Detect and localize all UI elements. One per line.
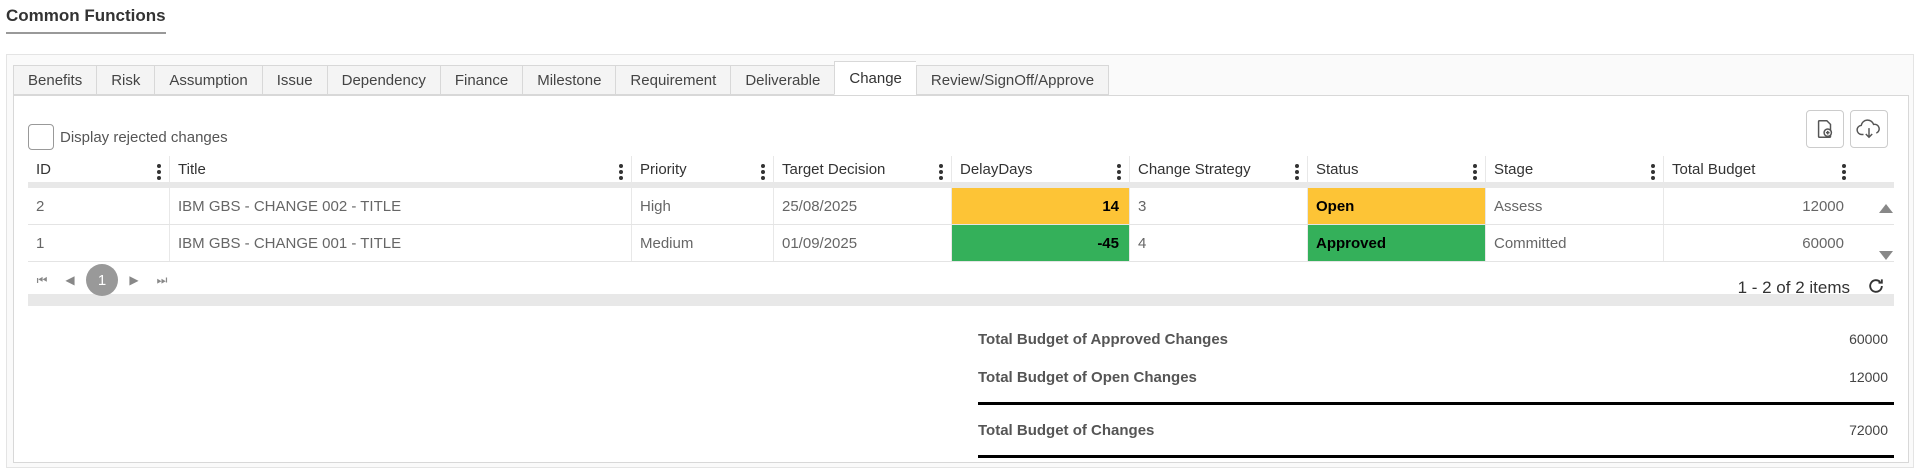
cell-total-budget: 60000 [1802, 234, 1844, 252]
column-menu-icon[interactable] [1842, 164, 1846, 180]
tab-requirement[interactable]: Requirement [615, 65, 731, 95]
scroll-up-icon[interactable] [1879, 204, 1893, 213]
column-header-total-budget[interactable]: Total Budget [1664, 156, 1874, 182]
column-header-target-decision[interactable]: Target Decision [774, 156, 952, 182]
tab-assumption[interactable]: Assumption [154, 65, 262, 95]
cell-change-strategy: 4 [1130, 225, 1308, 261]
cell-title: IBM GBS - CHANGE 002 - TITLE [170, 188, 632, 224]
cell-priority: High [632, 188, 774, 224]
table-row[interactable]: 2 IBM GBS - CHANGE 002 - TITLE High 25/0… [28, 188, 1894, 225]
change-tab-content: Display rejected changes ID Ti [13, 95, 1909, 463]
grid-pager: ⏮ ◀ 1 ▶ ⏭ 1 - 2 of 2 items [28, 264, 1894, 306]
vertical-scrollbar[interactable] [1876, 194, 1894, 268]
tab-deliverable[interactable]: Deliverable [730, 65, 835, 95]
summary-value: 60000 [1849, 331, 1888, 347]
cell-target-decision: 25/08/2025 [774, 188, 952, 224]
scroll-down-icon[interactable] [1879, 251, 1893, 260]
summary-value: 12000 [1849, 369, 1888, 385]
summary-row-open: Total Budget of Open Changes 12000 [978, 358, 1894, 396]
column-menu-icon[interactable] [939, 164, 943, 180]
column-menu-icon[interactable] [1295, 164, 1299, 180]
column-menu-icon[interactable] [761, 164, 765, 180]
summary-row-approved: Total Budget of Approved Changes 60000 [978, 320, 1894, 358]
section-title: Common Functions [6, 6, 166, 34]
summary-divider [978, 402, 1894, 405]
tab-issue[interactable]: Issue [261, 65, 327, 95]
new-change-button[interactable] [1806, 110, 1844, 148]
common-functions-panel: Benefits Risk Assumption Issue Dependenc… [6, 54, 1914, 468]
summary-label: Total Budget of Approved Changes [978, 330, 1228, 348]
tab-risk[interactable]: Risk [96, 65, 155, 95]
column-header-status[interactable]: Status [1308, 156, 1486, 182]
refresh-icon[interactable] [1864, 274, 1888, 298]
page-number-button[interactable]: 1 [86, 264, 118, 296]
cell-stage: Committed [1486, 225, 1664, 261]
summary-divider [978, 455, 1894, 458]
tab-benefits[interactable]: Benefits [13, 65, 97, 95]
new-document-icon [1817, 120, 1833, 138]
budget-summary: Total Budget of Approved Changes 60000 T… [978, 320, 1894, 464]
tab-review-signoff-approve[interactable]: Review/SignOff/Approve [915, 65, 1110, 95]
column-header-title[interactable]: Title [170, 156, 632, 182]
cell-title: IBM GBS - CHANGE 001 - TITLE [170, 225, 632, 261]
cell-status: Approved [1308, 225, 1486, 261]
tab-strip: Benefits Risk Assumption Issue Dependenc… [13, 61, 1110, 95]
column-header-id[interactable]: ID [28, 156, 170, 182]
cloud-download-icon [1856, 119, 1880, 139]
summary-label: Total Budget of Open Changes [978, 368, 1197, 386]
cell-delaydays: 14 [952, 188, 1130, 224]
display-rejected-toggle[interactable]: Display rejected changes [28, 124, 228, 150]
tab-finance[interactable]: Finance [439, 65, 523, 95]
summary-label: Total Budget of Changes [978, 421, 1155, 439]
display-rejected-label: Display rejected changes [60, 128, 228, 146]
summary-row-total: Total Budget of Changes 72000 [978, 411, 1894, 449]
column-header-change-strategy[interactable]: Change Strategy [1130, 156, 1308, 182]
next-page-icon[interactable]: ▶ [129, 273, 139, 287]
column-menu-icon[interactable] [1117, 164, 1121, 180]
last-page-icon[interactable]: ⏭ [156, 272, 168, 287]
tab-milestone[interactable]: Milestone [522, 65, 616, 95]
summary-value: 72000 [1849, 422, 1888, 438]
cell-id: 1 [28, 225, 170, 261]
cell-id: 2 [28, 188, 170, 224]
cell-target-decision: 01/09/2025 [774, 225, 952, 261]
cell-total-budget: 12000 [1802, 197, 1844, 215]
tab-dependency[interactable]: Dependency [326, 65, 440, 95]
cell-stage: Assess [1486, 188, 1664, 224]
download-button[interactable] [1850, 110, 1888, 148]
cell-delaydays: -45 [952, 225, 1130, 261]
column-header-priority[interactable]: Priority [632, 156, 774, 182]
display-rejected-checkbox[interactable] [28, 124, 54, 150]
table-row[interactable]: 1 IBM GBS - CHANGE 001 - TITLE Medium 01… [28, 225, 1894, 262]
cell-priority: Medium [632, 225, 774, 261]
column-menu-icon[interactable] [1473, 164, 1477, 180]
changes-grid: ID Title Priority Target Decision DelayD… [28, 156, 1894, 262]
cell-change-strategy: 3 [1130, 188, 1308, 224]
column-menu-icon[interactable] [1651, 164, 1655, 180]
grid-header: ID Title Priority Target Decision DelayD… [28, 156, 1894, 188]
tab-change[interactable]: Change [834, 61, 916, 95]
cell-status: Open [1308, 188, 1486, 224]
column-menu-icon[interactable] [619, 164, 623, 180]
column-header-stage[interactable]: Stage [1486, 156, 1664, 182]
pager-info: 1 - 2 of 2 items [1737, 278, 1850, 297]
column-menu-icon[interactable] [157, 164, 161, 180]
previous-page-icon[interactable]: ◀ [65, 273, 75, 287]
column-header-delaydays[interactable]: DelayDays [952, 156, 1130, 182]
first-page-icon[interactable]: ⏮ [36, 272, 48, 287]
